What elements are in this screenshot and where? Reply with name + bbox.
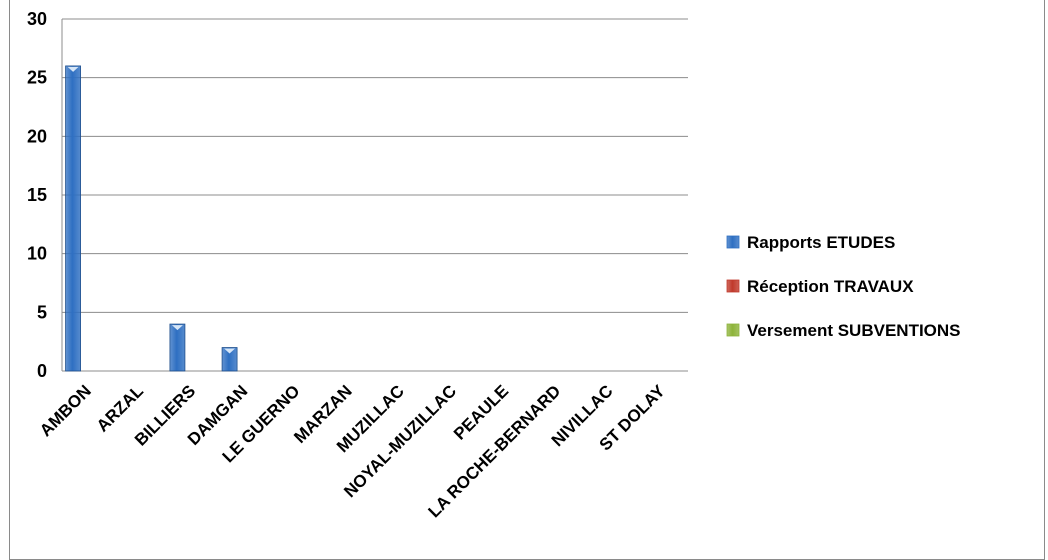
bar-damgan	[221, 347, 238, 372]
legend: Rapports ETUDES Réception TRAVAUX Versemen…	[726, 233, 961, 340]
y-tick-label: 25	[27, 68, 47, 88]
legend-label: Versement SUBVENTIONS	[747, 321, 961, 340]
bar-cap	[224, 348, 236, 354]
y-tick-label: 20	[27, 126, 47, 146]
y-axis: 0 5 10 15 20 25 30	[27, 9, 63, 381]
y-tick-label: 15	[27, 185, 47, 205]
legend-swatch	[726, 323, 740, 337]
y-tick-label: 10	[27, 244, 47, 264]
y-tick-label: 5	[37, 302, 47, 322]
legend-label: Rapports ETUDES	[747, 233, 895, 252]
x-tick-label: AMBON	[36, 381, 95, 440]
bar-cap	[67, 66, 79, 72]
bars	[65, 65, 238, 372]
legend-swatch	[726, 279, 740, 293]
bar-cap	[171, 325, 183, 331]
legend-label: Réception TRAVAUX	[747, 277, 914, 296]
gridlines	[62, 18, 688, 372]
bar-ambon	[65, 65, 81, 372]
y-tick-label: 30	[27, 9, 47, 29]
y-tick-label: 0	[37, 361, 47, 381]
legend-swatch	[726, 235, 740, 249]
bar-billiers	[169, 323, 186, 372]
